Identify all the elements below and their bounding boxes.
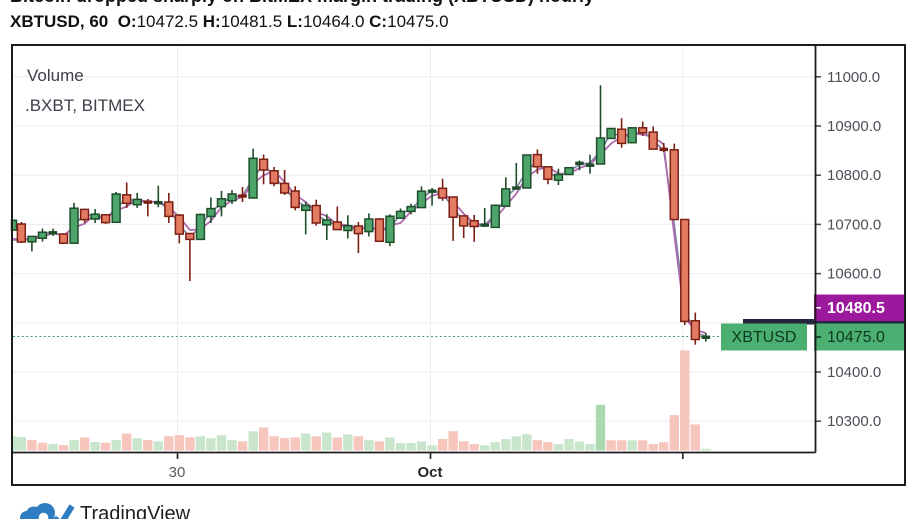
svg-text:10600.0: 10600.0 (827, 266, 881, 283)
svg-text:.BXBT, BITMEX: .BXBT, BITMEX (25, 96, 145, 115)
svg-text:10900.0: 10900.0 (827, 118, 881, 135)
svg-text:11000.0: 11000.0 (827, 69, 880, 86)
svg-text:10800.0: 10800.0 (827, 167, 881, 184)
svg-text:Volume: Volume (27, 66, 84, 85)
svg-text:10700.0: 10700.0 (827, 216, 881, 233)
svg-text:10475.0: 10475.0 (827, 329, 885, 346)
svg-text:10480.5: 10480.5 (827, 300, 885, 317)
svg-text:TradingView: TradingView (80, 503, 191, 519)
svg-text:10400.0: 10400.0 (827, 364, 881, 381)
svg-text:XBTUSD: XBTUSD (732, 329, 797, 346)
svg-text:30: 30 (169, 464, 186, 481)
svg-text:Oct: Oct (417, 464, 442, 481)
svg-text:10300.0: 10300.0 (827, 413, 881, 430)
